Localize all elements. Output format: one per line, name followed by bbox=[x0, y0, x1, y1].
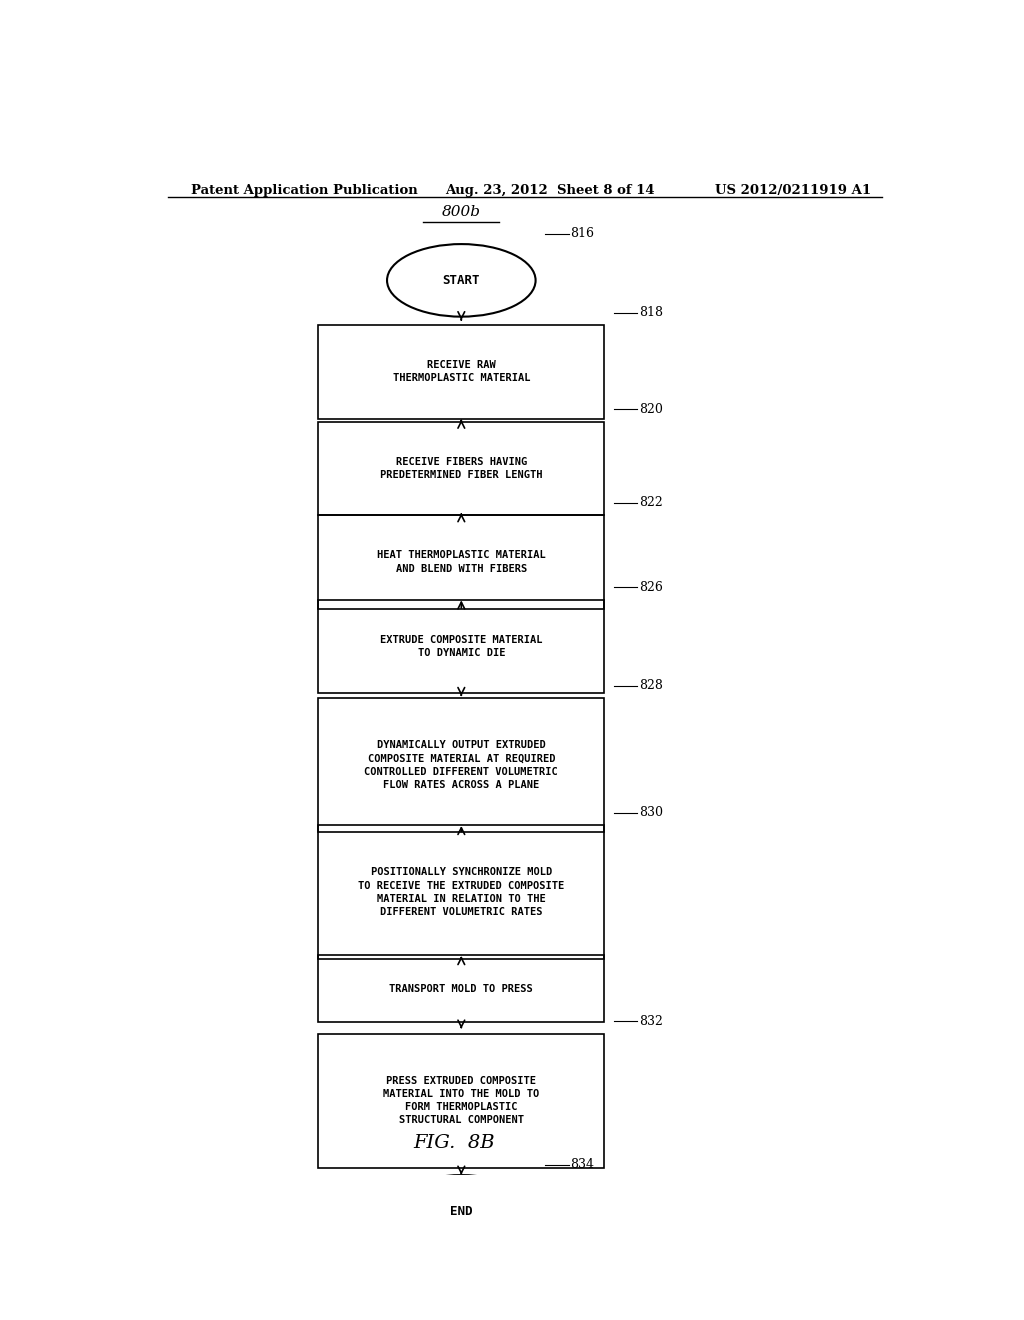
Text: DYNAMICALLY OUTPUT EXTRUDED
COMPOSITE MATERIAL AT REQUIRED
CONTROLLED DIFFERENT : DYNAMICALLY OUTPUT EXTRUDED COMPOSITE MA… bbox=[365, 741, 558, 789]
Text: 826: 826 bbox=[639, 581, 663, 594]
Text: 818: 818 bbox=[639, 306, 664, 319]
Text: END: END bbox=[451, 1205, 472, 1218]
Text: 828: 828 bbox=[639, 680, 663, 693]
Text: RECEIVE FIBERS HAVING
PREDETERMINED FIBER LENGTH: RECEIVE FIBERS HAVING PREDETERMINED FIBE… bbox=[380, 457, 543, 480]
Text: EXTRUDE COMPOSITE MATERIAL
TO DYNAMIC DIE: EXTRUDE COMPOSITE MATERIAL TO DYNAMIC DI… bbox=[380, 635, 543, 657]
Text: HEAT THERMOPLASTIC MATERIAL
AND BLEND WITH FIBERS: HEAT THERMOPLASTIC MATERIAL AND BLEND WI… bbox=[377, 550, 546, 573]
Text: START: START bbox=[442, 273, 480, 286]
Text: 830: 830 bbox=[639, 807, 664, 820]
Text: POSITIONALLY SYNCHRONIZE MOLD
TO RECEIVE THE EXTRUDED COMPOSITE
MATERIAL IN RELA: POSITIONALLY SYNCHRONIZE MOLD TO RECEIVE… bbox=[358, 867, 564, 917]
Text: Patent Application Publication: Patent Application Publication bbox=[191, 183, 418, 197]
Text: RECEIVE RAW
THERMOPLASTIC MATERIAL: RECEIVE RAW THERMOPLASTIC MATERIAL bbox=[392, 360, 530, 383]
Text: 822: 822 bbox=[639, 496, 663, 510]
Text: Aug. 23, 2012  Sheet 8 of 14: Aug. 23, 2012 Sheet 8 of 14 bbox=[445, 183, 655, 197]
Text: US 2012/0211919 A1: US 2012/0211919 A1 bbox=[715, 183, 871, 197]
Text: PRESS EXTRUDED COMPOSITE
MATERIAL INTO THE MOLD TO
FORM THERMOPLASTIC
STRUCTURAL: PRESS EXTRUDED COMPOSITE MATERIAL INTO T… bbox=[383, 1076, 540, 1126]
Text: 800b: 800b bbox=[441, 206, 481, 219]
Text: TRANSPORT MOLD TO PRESS: TRANSPORT MOLD TO PRESS bbox=[389, 983, 534, 994]
Text: 834: 834 bbox=[570, 1158, 595, 1171]
Text: 832: 832 bbox=[639, 1015, 663, 1028]
Text: 820: 820 bbox=[639, 403, 663, 416]
Text: FIG.  8B: FIG. 8B bbox=[414, 1134, 496, 1152]
Text: 816: 816 bbox=[570, 227, 595, 240]
